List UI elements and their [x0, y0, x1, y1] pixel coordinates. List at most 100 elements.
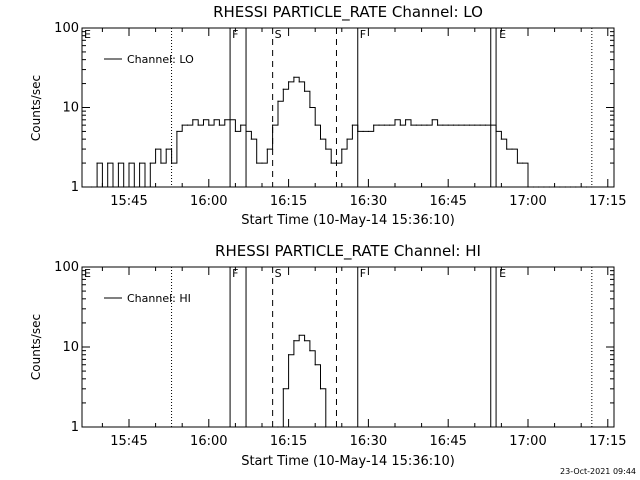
data-point: [405, 119, 407, 121]
data-point: [463, 124, 465, 126]
flag-label: F: [232, 28, 238, 41]
data-point: [277, 100, 279, 102]
data-point: [176, 130, 178, 133]
x-tick-label: 16:00: [190, 434, 227, 449]
data-point: [436, 124, 439, 126]
data-point: [256, 162, 258, 164]
x-tick-label: 16:15: [270, 434, 307, 449]
data-point: [101, 186, 103, 188]
data-point: [553, 186, 556, 188]
data-point: [165, 148, 167, 150]
data-point: [506, 148, 508, 150]
data-point: [458, 124, 460, 126]
x-tick-label: 15:45: [110, 194, 147, 209]
data-point: [160, 162, 162, 164]
x-tick-label: 16:45: [429, 434, 466, 449]
data-point: [303, 340, 306, 342]
data-point: [186, 124, 189, 126]
data-point: [538, 186, 540, 188]
data-point: [452, 124, 455, 126]
data-point: [224, 119, 226, 121]
data-point: [133, 186, 135, 188]
data-point: [325, 148, 327, 150]
data-point: [378, 124, 380, 126]
flag-label: E: [84, 267, 91, 280]
flag-label: S: [275, 28, 282, 41]
data-point: [474, 124, 476, 126]
data-point: [218, 124, 221, 126]
y-axis-label: Counts/sec: [29, 75, 43, 141]
data-point: [484, 124, 487, 126]
data-point: [575, 186, 577, 188]
data-point: [240, 124, 242, 126]
data-point: [250, 138, 252, 140]
x-tick-label: 16:45: [429, 194, 466, 209]
flag-label: E: [499, 28, 506, 41]
data-point: [266, 148, 268, 150]
data-point: [293, 340, 295, 342]
data-point: [335, 162, 338, 164]
data-point: [229, 119, 231, 121]
data-point: [367, 130, 369, 133]
data-point: [394, 119, 396, 121]
data-point: [192, 119, 194, 121]
flag-label: E: [499, 267, 506, 280]
chart-title: RHESSI PARTICLE_RATE Channel: HI: [215, 242, 481, 261]
data-point: [511, 148, 513, 150]
data-point: [399, 124, 401, 126]
plot-frame: [81, 266, 615, 428]
data-point: [144, 186, 146, 188]
data-point: [309, 106, 311, 109]
data-point: [383, 124, 385, 126]
data-point: [213, 119, 215, 121]
x-tick-label: 17:00: [509, 194, 546, 209]
data-point: [410, 124, 412, 126]
y-tick-label: 10: [62, 340, 79, 355]
data-point: [341, 148, 343, 150]
flag-label: F: [360, 28, 366, 41]
data-point: [532, 186, 534, 188]
flag-label: S: [275, 267, 282, 280]
legend-label: Channel: LO: [127, 53, 194, 66]
data-point: [154, 148, 157, 150]
data-point: [245, 130, 247, 133]
data-point: [500, 138, 502, 140]
data-point: [346, 138, 348, 140]
data-point: [543, 186, 545, 188]
flag-label: F: [360, 267, 366, 280]
data-point: [559, 186, 561, 188]
data-point: [91, 186, 93, 188]
x-tick-label: 16:30: [350, 194, 387, 209]
data-point: [234, 130, 236, 133]
data-point: [117, 162, 119, 164]
y-tick-label: 1: [71, 420, 79, 435]
lo-channel-panel: RHESSI PARTICLE_RATE Channel: LO Counts/…: [29, 3, 627, 228]
hi-channel-panel: RHESSI PARTICLE_RATE Channel: HI Counts/…: [29, 242, 627, 469]
data-point: [123, 186, 125, 188]
x-tick-label: 15:45: [110, 434, 147, 449]
y-axis-label: Counts/sec: [29, 314, 43, 380]
data-point: [580, 186, 582, 188]
x-tick-label: 16:30: [350, 434, 387, 449]
data-point: [96, 162, 98, 164]
data-point: [319, 388, 322, 390]
data-point: [564, 186, 566, 188]
data-point: [548, 186, 550, 188]
data-point: [357, 130, 359, 133]
data-point: [170, 162, 173, 164]
data-point: [426, 124, 428, 126]
data-point: [415, 124, 417, 126]
data-point: [149, 162, 151, 164]
data-point: [261, 162, 263, 164]
data-point: [309, 350, 311, 352]
data-point: [319, 138, 322, 140]
data-point: [495, 130, 497, 133]
x-tick-label: 17:15: [589, 194, 626, 209]
data-point: [468, 124, 471, 126]
series-line: [91, 76, 595, 188]
data-point: [277, 426, 279, 428]
data-point: [107, 162, 109, 164]
data-point: [325, 426, 327, 428]
x-tick-label: 17:15: [589, 434, 626, 449]
